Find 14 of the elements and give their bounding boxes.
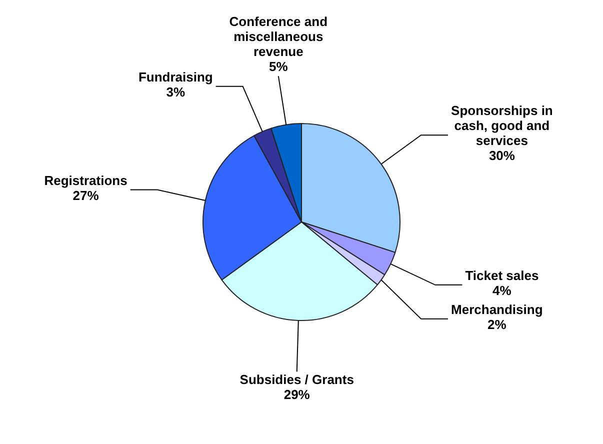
data-label: 4% [492,282,512,298]
data-label: 5% [268,59,288,74]
data-label: 2% [488,316,507,332]
slice-label: Ticket sales [465,268,539,283]
data-label: 30% [488,148,516,164]
data-label: 29% [284,386,310,402]
data-label: 3% [166,84,186,100]
slice-label: Fundraising [138,69,213,84]
slice-label: Registrations [44,172,128,188]
slice-label: Sponsorships in cash, good and services [451,103,553,148]
data-label: 27% [72,188,100,203]
slice-label: Conference and miscellaneous revenue [229,14,328,60]
slice-label: Subsidies / Grants [240,372,354,387]
slice-label: Merchandising [451,302,543,317]
